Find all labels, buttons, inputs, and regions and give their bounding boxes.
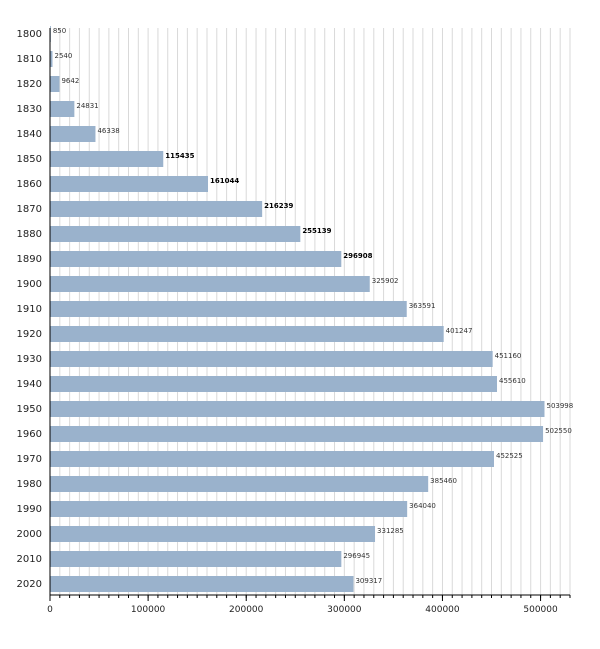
category-label-1960: 1960: [17, 429, 42, 440]
x-tick-label-300000: 300000: [327, 605, 362, 615]
bar-1990: [50, 501, 408, 517]
value-label-1880: 255139: [302, 227, 331, 235]
x-tick-label-100000: 100000: [131, 605, 166, 615]
bar-1880: [50, 226, 301, 242]
x-tick-label-400000: 400000: [425, 605, 460, 615]
category-label-1970: 1970: [17, 454, 42, 465]
bar-1940: [50, 376, 498, 392]
bar-1900: [50, 276, 370, 292]
category-label-1930: 1930: [17, 354, 42, 365]
value-label-1940: 455610: [499, 377, 526, 385]
bar-1840: [50, 126, 96, 142]
bar-1960: [50, 426, 544, 442]
bar-1830: [50, 101, 75, 117]
value-label-2020: 309317: [355, 577, 382, 585]
value-label-1860: 161044: [210, 177, 239, 185]
bar-1930: [50, 351, 493, 367]
category-label-1920: 1920: [17, 329, 42, 340]
value-label-1900: 325902: [372, 277, 399, 285]
category-label-1830: 1830: [17, 104, 42, 115]
x-tick-label-0: 0: [47, 605, 53, 615]
category-label-1940: 1940: [17, 379, 42, 390]
bar-1950: [50, 401, 545, 417]
category-label-1980: 1980: [17, 479, 42, 490]
bar-1980: [50, 476, 429, 492]
bar-2020: [50, 576, 354, 592]
category-label-1870: 1870: [17, 204, 42, 215]
category-label-1800: 1800: [17, 29, 42, 40]
category-label-2010: 2010: [17, 554, 42, 565]
category-label-1820: 1820: [17, 79, 42, 90]
category-label-1860: 1860: [17, 179, 42, 190]
value-label-1960: 502550: [545, 427, 572, 435]
category-label-2020: 2020: [17, 579, 42, 590]
category-label-1990: 1990: [17, 504, 42, 515]
value-label-1970: 452525: [496, 452, 523, 460]
bar-2010: [50, 551, 342, 567]
value-label-1820: 9642: [61, 77, 79, 85]
value-label-1920: 401247: [446, 327, 473, 335]
x-tick-label-500000: 500000: [523, 605, 558, 615]
category-label-1880: 1880: [17, 229, 42, 240]
bar-1970: [50, 451, 494, 467]
value-label-1950: 503998: [546, 402, 573, 410]
category-label-2000: 2000: [17, 529, 42, 540]
bar-1890: [50, 251, 342, 267]
value-label-1890: 296908: [343, 252, 372, 260]
value-label-1990: 364040: [409, 502, 436, 510]
value-label-1980: 385460: [430, 477, 457, 485]
category-label-1900: 1900: [17, 279, 42, 290]
value-label-2000: 331285: [377, 527, 404, 535]
bar-1810: [50, 51, 53, 67]
value-label-2010: 296945: [343, 552, 370, 560]
value-label-1870: 216239: [264, 202, 293, 210]
category-label-1840: 1840: [17, 129, 42, 140]
bar-1850: [50, 151, 164, 167]
category-label-1910: 1910: [17, 304, 42, 315]
value-label-1810: 2540: [54, 52, 72, 60]
bar-layer: [50, 26, 545, 592]
axis-layer: 0 100000 200000 300000 400000 500000: [47, 28, 571, 615]
category-label-1890: 1890: [17, 254, 42, 265]
bar-1910: [50, 301, 407, 317]
value-label-1850: 115435: [165, 152, 194, 160]
label-layer: 850 1800 2540 1810 9642 1820 24831 1830 46338 184…: [17, 27, 574, 590]
bar-1860: [50, 176, 209, 192]
value-label-1800: 850: [53, 27, 66, 35]
category-label-1850: 1850: [17, 154, 42, 165]
value-label-1830: 24831: [76, 102, 98, 110]
category-label-1810: 1810: [17, 54, 42, 65]
bar-1870: [50, 201, 263, 217]
value-label-1910: 363591: [409, 302, 436, 310]
value-label-1930: 451160: [495, 352, 522, 360]
bar-1820: [50, 76, 60, 92]
bar-2000: [50, 526, 376, 542]
value-label-1840: 46338: [97, 127, 119, 135]
x-tick-label-200000: 200000: [229, 605, 264, 615]
category-label-1950: 1950: [17, 404, 42, 415]
bar-1920: [50, 326, 444, 342]
